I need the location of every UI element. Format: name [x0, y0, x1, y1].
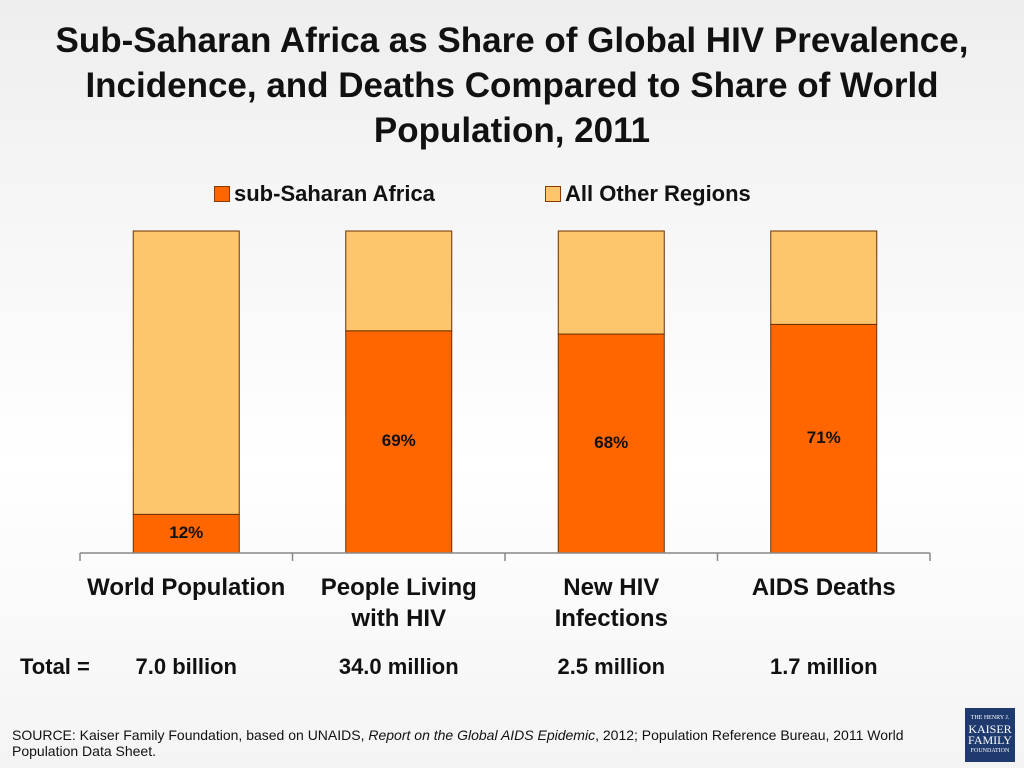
bar-segment	[345, 230, 453, 332]
logo-text: KAISER	[968, 722, 1012, 736]
logo-text: FOUNDATION	[970, 748, 1010, 754]
totals-heading: Total =	[20, 654, 90, 679]
total-label: 34.0 million	[338, 654, 459, 679]
logo-text: FAMILY	[968, 733, 1012, 747]
legend-item: All Other Regions	[545, 181, 751, 207]
x-tick-label: AIDS Deaths	[751, 574, 896, 601]
chart-title: Sub-Saharan Africa as Share of Global HI…	[55, 21, 969, 150]
bar-segment	[770, 323, 878, 554]
legend-swatch	[545, 186, 561, 202]
source-part: SOURCE: Kaiser Family Foundation, based …	[12, 727, 369, 743]
bar-segment	[132, 230, 240, 515]
data-label: 12%	[169, 522, 204, 542]
bar-segment	[770, 230, 878, 325]
source-part: Report on the Global AIDS Epidemic	[368, 727, 596, 743]
data-label: 68%	[594, 432, 629, 452]
logo: THE HENRY J. KAISER FAMILY FOUNDATION	[965, 708, 1015, 762]
source-note: SOURCE: Kaiser Family Foundation, based …	[12, 727, 942, 759]
total-label: 7.0 billion	[135, 654, 237, 679]
legend-label: All Other Regions	[565, 181, 751, 206]
data-label: 69%	[381, 430, 416, 450]
bar-segment	[557, 333, 665, 554]
x-tick-label: World Population	[87, 574, 286, 601]
source-part: , 2012; Population Reference Bureau, 201…	[12, 727, 904, 759]
legend-item: sub-Saharan Africa	[214, 181, 435, 207]
logo-text: THE HENRY J.	[970, 715, 1010, 721]
data-label: 71%	[806, 427, 841, 447]
bar-segment	[132, 513, 240, 554]
bar-segment	[557, 230, 665, 335]
total-label: 1.7 million	[769, 654, 878, 679]
total-label: 2.5 million	[557, 654, 666, 679]
legend-swatch	[214, 186, 230, 202]
x-tick-label: People Living with HIV	[320, 574, 477, 632]
x-tick-label: New HIV Infections	[554, 574, 668, 632]
legend-label: sub-Saharan Africa	[234, 181, 435, 206]
